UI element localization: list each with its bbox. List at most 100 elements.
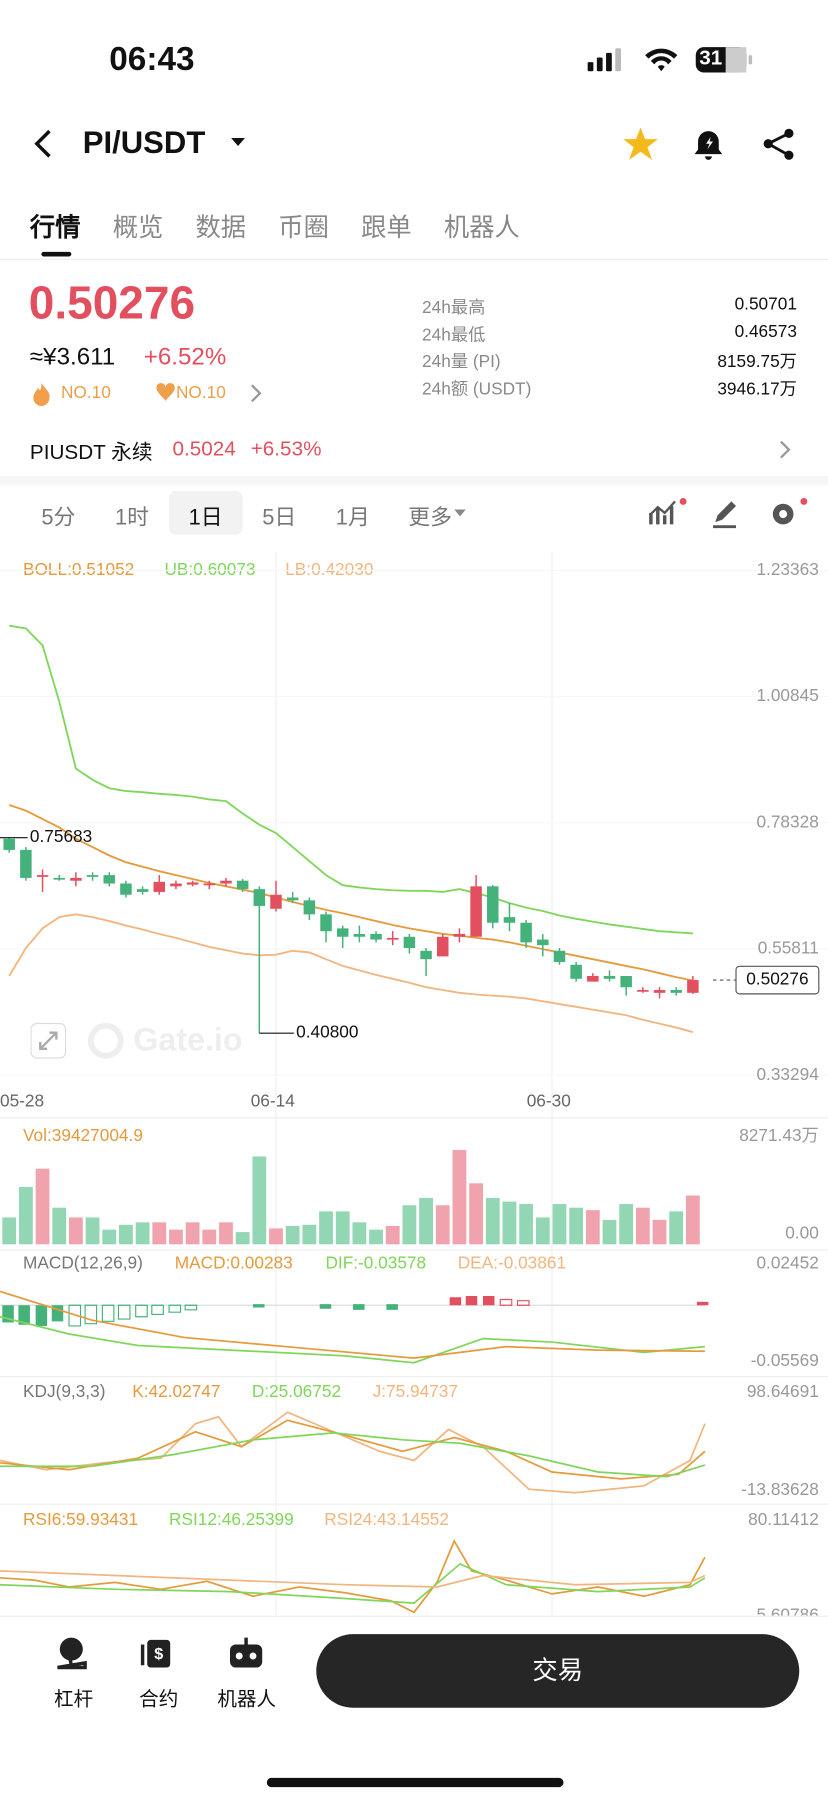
indicator-label: MACD:0.00283 bbox=[175, 1252, 293, 1272]
volume-bar bbox=[102, 1229, 117, 1245]
volume-bar bbox=[685, 1195, 700, 1245]
volume-bar bbox=[585, 1210, 600, 1245]
volume-bar bbox=[185, 1222, 200, 1245]
nav-item[interactable]: 合约 bbox=[139, 1688, 179, 1711]
kline-chart[interactable]: BOLL:0.51052 UB:0.60073 LB:0.42030 MACD(12,… bbox=[0, 541, 828, 1616]
volume-bar bbox=[69, 1217, 83, 1245]
interval[interactable]: 1时 bbox=[115, 506, 150, 531]
more-caret[interactable] bbox=[453, 507, 467, 518]
volume-bar bbox=[402, 1205, 417, 1245]
tab[interactable]: 币圈 bbox=[278, 212, 329, 242]
indicator-tick-label: -13.83628 bbox=[741, 1479, 819, 1499]
volume-bar bbox=[519, 1204, 534, 1245]
stat-label: 24h最高 bbox=[422, 297, 486, 318]
indicator-label: RSI6:59.93431 bbox=[23, 1509, 138, 1529]
candle-body bbox=[553, 950, 566, 962]
boll-line bbox=[8, 804, 694, 982]
chart-tools[interactable] bbox=[644, 495, 817, 534]
indicator-label: DEA:-0.03861 bbox=[458, 1252, 566, 1272]
stat-value: 0.50701 bbox=[734, 294, 797, 314]
divider bbox=[0, 258, 828, 260]
volume-bar bbox=[135, 1222, 150, 1245]
tab[interactable]: 机器人 bbox=[443, 212, 520, 242]
volume-bar bbox=[219, 1222, 233, 1245]
volume-bar bbox=[285, 1226, 300, 1245]
volume-tick-label: 0.00 bbox=[785, 1223, 819, 1243]
indicator-label: J:75.94737 bbox=[373, 1381, 458, 1401]
tab[interactable]: 概览 bbox=[112, 212, 164, 242]
candle-body bbox=[353, 933, 366, 937]
candle-body bbox=[253, 889, 266, 906]
macd-hist bbox=[68, 1304, 198, 1327]
volume-bar bbox=[35, 1168, 50, 1245]
indicator-label: DIF:-0.03578 bbox=[325, 1252, 426, 1272]
pair-title[interactable]: PI/USDT bbox=[82, 125, 206, 160]
volume-bar bbox=[235, 1232, 250, 1245]
interval[interactable]: 1月 bbox=[335, 506, 370, 531]
volume-bar bbox=[619, 1204, 634, 1245]
perp-chevron[interactable] bbox=[777, 438, 793, 461]
candle-body bbox=[220, 880, 232, 884]
perp-name[interactable]: PIUSDT 永续 bbox=[29, 440, 153, 464]
candle-body bbox=[303, 900, 316, 915]
tab[interactable]: 行情 bbox=[29, 212, 81, 242]
candle-body bbox=[320, 914, 332, 932]
y-tick-label: 1.23363 bbox=[756, 559, 818, 579]
nav-item[interactable]: 杠杆 bbox=[54, 1688, 94, 1711]
indicator-tick-label: 98.64691 bbox=[747, 1381, 819, 1401]
interval[interactable]: 1日 bbox=[188, 506, 223, 531]
volume-bar bbox=[2, 1217, 17, 1245]
macd-hist bbox=[253, 1304, 398, 1310]
interval[interactable]: 更多 bbox=[408, 506, 452, 531]
candle-body bbox=[120, 883, 132, 895]
macd-dea bbox=[0, 1290, 705, 1360]
high-marker: 0.75683 bbox=[30, 826, 92, 846]
stat-label: 24h额 (USDT) bbox=[422, 378, 532, 399]
y-tick-label: 0.55811 bbox=[758, 938, 819, 958]
volume-bar bbox=[252, 1156, 267, 1245]
trade-button[interactable]: 交易 bbox=[316, 1634, 800, 1708]
indicator-label: LB:0.42030 bbox=[285, 559, 373, 579]
candle-body bbox=[503, 917, 516, 923]
pair-caret[interactable] bbox=[230, 136, 248, 150]
back-button[interactable] bbox=[28, 127, 63, 162]
volume-bar bbox=[352, 1222, 367, 1245]
rank-fav: NO.10 bbox=[175, 382, 226, 403]
candle-body bbox=[587, 976, 599, 982]
kdj-j bbox=[0, 1411, 706, 1494]
expand-button[interactable] bbox=[30, 1022, 67, 1059]
tab[interactable]: 跟单 bbox=[361, 212, 412, 242]
volume-tick-label: 8271.43万 bbox=[739, 1125, 819, 1145]
candle-body bbox=[653, 990, 666, 993]
interval[interactable]: 5日 bbox=[262, 506, 297, 531]
candle-body bbox=[637, 990, 649, 992]
candle-body bbox=[603, 976, 616, 979]
macd-hist bbox=[2, 1305, 64, 1326]
last-price-box bbox=[735, 965, 820, 995]
volume-bar bbox=[435, 1205, 450, 1245]
indicator-tick-label: -0.05569 bbox=[751, 1350, 819, 1370]
bottom-icons[interactable]: $ bbox=[46, 1633, 276, 1674]
change-pct: +6.52% bbox=[143, 343, 227, 371]
candle-body bbox=[203, 883, 216, 886]
volume-bar bbox=[669, 1211, 684, 1245]
macd-dif bbox=[0, 1315, 706, 1364]
volume-bar bbox=[385, 1226, 400, 1245]
last-price: 0.50276 bbox=[28, 278, 196, 329]
tab-indicator bbox=[41, 251, 72, 257]
kdj-k bbox=[0, 1419, 706, 1480]
candle-body bbox=[136, 889, 149, 892]
volume-bar bbox=[602, 1219, 617, 1245]
header-icons[interactable] bbox=[621, 124, 805, 165]
rank-icons bbox=[33, 382, 262, 406]
indicator-label: K:42.02747 bbox=[132, 1381, 220, 1401]
interval[interactable]: 5分 bbox=[41, 506, 76, 531]
volume-bar bbox=[569, 1207, 584, 1245]
nav-item[interactable]: 机器人 bbox=[217, 1688, 276, 1711]
tab[interactable]: 数据 bbox=[195, 212, 247, 242]
indicator-tick-label: 80.11412 bbox=[748, 1509, 819, 1529]
watermark-logo bbox=[87, 1022, 124, 1059]
candle-body bbox=[470, 886, 482, 937]
